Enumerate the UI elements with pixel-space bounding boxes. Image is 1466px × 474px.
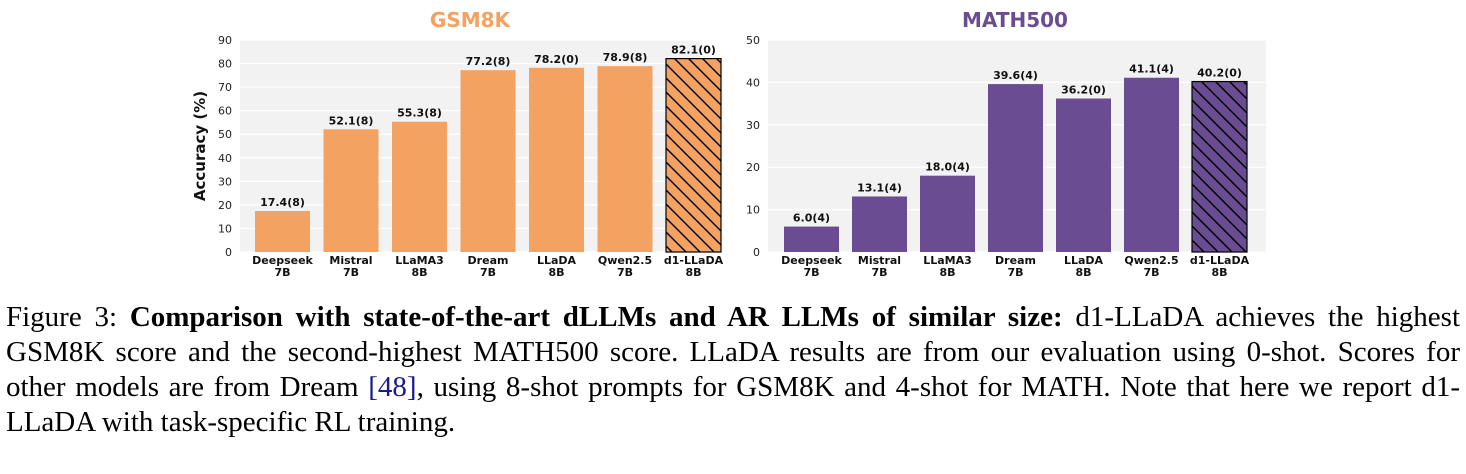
x-tick-label: 8B xyxy=(685,266,701,279)
caption-prefix: Figure 3: xyxy=(6,301,130,333)
bar xyxy=(1056,98,1111,253)
y-tick-label: 30 xyxy=(746,119,760,132)
bar xyxy=(988,84,1043,252)
y-tick-label: 40 xyxy=(746,76,760,89)
x-tick-label: 7B xyxy=(343,266,359,279)
bar-hatch-overlay xyxy=(1191,80,1248,253)
x-tick-label: d1-LLaDA xyxy=(664,254,724,267)
y-tick-label: 40 xyxy=(218,152,232,165)
data-label: 78.2(0) xyxy=(534,53,579,66)
gsm8k-chart: 0 10 20 30 40 50 60 70 80 90 GSM8K Accuracy (%) 17.4… xyxy=(191,8,724,279)
bar xyxy=(323,129,379,252)
y-axis-label: Accuracy (%) xyxy=(191,91,209,201)
y-tick-label: 10 xyxy=(218,222,232,235)
caption-text-1: d1-LLaDA achieves the highest GSM8K scor… xyxy=(6,301,1460,403)
caption-bold: Comparison with state-of-the-art dLLMs a… xyxy=(129,301,1063,333)
data-label: 13.1(4) xyxy=(857,181,902,194)
data-label: 36.2(0) xyxy=(1061,84,1106,97)
y-tick-label: 0 xyxy=(225,246,232,259)
data-label: 55.3(8) xyxy=(397,107,442,120)
y-tick-label: 60 xyxy=(218,105,232,118)
x-tick-label: LLaDA xyxy=(537,254,577,267)
data-label: 82.1(0) xyxy=(671,44,716,57)
bar xyxy=(920,175,975,252)
caption-text-2: , using 8-shot prompts for GSM8K and 4-s… xyxy=(6,371,1460,438)
x-tick-label: Qwen2.5 xyxy=(598,254,652,267)
x-tick-label: 7B xyxy=(803,266,819,279)
x-tick-label: 7B xyxy=(1143,266,1159,279)
chart-title: GSM8K xyxy=(430,8,512,32)
x-tick-label: 8B xyxy=(1211,266,1227,279)
x-tick-label: 7B xyxy=(274,266,290,279)
x-tick-label: 7B xyxy=(480,266,496,279)
y-tick-label: 0 xyxy=(753,246,760,259)
x-tick-label: d1-LLaDA xyxy=(1190,254,1250,267)
data-label: 41.1(4) xyxy=(1129,63,1174,76)
data-label: 6.0(4) xyxy=(793,212,830,225)
y-tick-label: 50 xyxy=(218,128,232,141)
chart-title: MATH500 xyxy=(962,8,1068,32)
x-tick-label: LLaMA3 xyxy=(395,254,444,267)
data-label: 18.0(4) xyxy=(925,161,970,174)
x-tick-label: 7B xyxy=(1007,266,1023,279)
y-tick-label: 80 xyxy=(218,58,232,71)
x-tick-label: LLaDA xyxy=(1064,254,1104,267)
data-label: 40.2(0) xyxy=(1197,67,1242,80)
data-label: 39.6(4) xyxy=(993,69,1038,82)
data-label: 77.2(8) xyxy=(466,55,511,68)
x-tick-label: Deepseek xyxy=(252,254,313,267)
y-tick-label: 30 xyxy=(218,175,232,188)
bar xyxy=(852,196,907,252)
x-tick-label: 8B xyxy=(411,266,427,279)
figure-caption: Figure 3: Comparison with state-of-the-a… xyxy=(6,300,1460,440)
y-tick-label: 90 xyxy=(218,34,232,47)
x-tick-label: Deepseek xyxy=(781,254,842,267)
y-tick-label: 20 xyxy=(218,199,232,212)
y-tick-label: 50 xyxy=(746,34,760,47)
x-tick-label: 7B xyxy=(871,266,887,279)
x-tick-label: Qwen2.5 xyxy=(1124,254,1178,267)
x-tick-label: Dream xyxy=(995,254,1036,267)
y-tick-label: 20 xyxy=(746,161,760,174)
bar xyxy=(460,70,516,252)
data-label: 17.4(8) xyxy=(260,196,305,209)
y-tick-label: 70 xyxy=(218,81,232,94)
math500-chart: 01020304050MATH5006.0(4)Deepseek7B13.1(4… xyxy=(746,8,1266,279)
x-tick-label: Dream xyxy=(468,254,509,267)
x-tick-label: 8B xyxy=(939,266,955,279)
bar xyxy=(529,67,584,252)
x-tick-label: 8B xyxy=(548,266,564,279)
x-tick-label: 7B xyxy=(617,266,633,279)
figure: 0 10 20 30 40 50 60 70 80 90 GSM8K Accuracy (%) 17.4… xyxy=(191,8,1266,279)
caption-reference[interactable]: [48] xyxy=(368,371,417,403)
bar-hatch-overlay xyxy=(665,58,722,253)
x-tick-label: 8B xyxy=(1075,266,1091,279)
bar xyxy=(784,226,839,252)
bar xyxy=(597,66,653,252)
data-label: 78.9(8) xyxy=(603,51,648,64)
bar xyxy=(392,121,447,252)
x-tick-label: Mistral xyxy=(858,254,901,267)
bar xyxy=(255,211,310,252)
y-tick-label: 10 xyxy=(746,204,760,217)
x-tick-label: LLaMA3 xyxy=(923,254,972,267)
x-tick-label: Mistral xyxy=(329,254,372,267)
data-label: 52.1(8) xyxy=(329,114,374,127)
bar xyxy=(1124,77,1179,253)
